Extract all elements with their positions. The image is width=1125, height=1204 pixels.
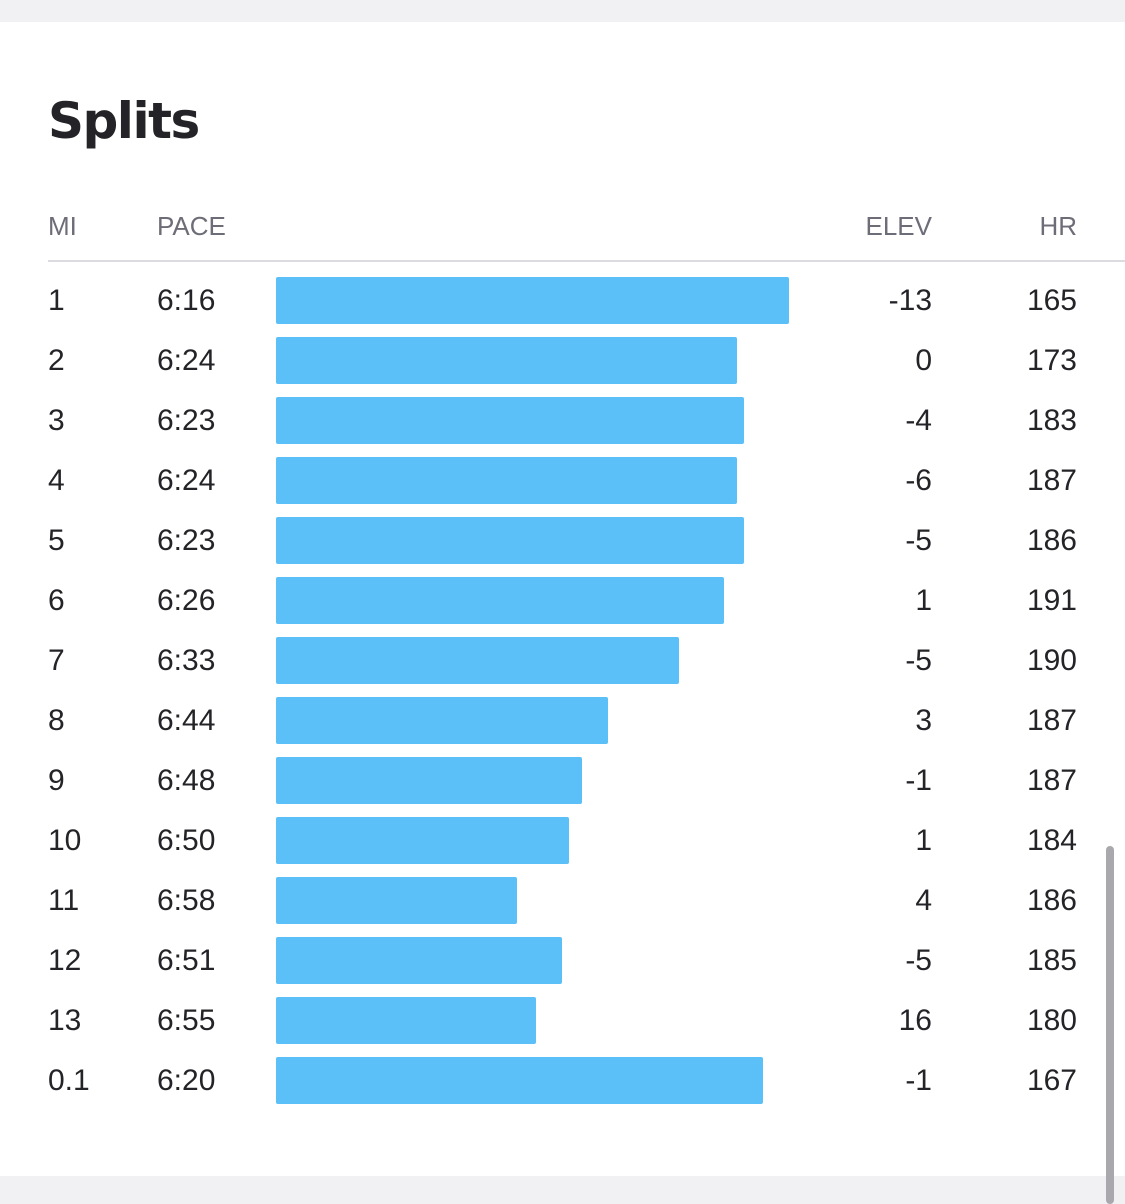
split-elevation: 1 [915, 824, 932, 857]
column-header-hr: HR [1039, 211, 1077, 241]
split-elevation: -6 [905, 464, 932, 497]
pace-bar [276, 397, 744, 444]
split-mile: 0.1 [48, 1064, 90, 1097]
split-mile: 6 [48, 584, 65, 617]
split-row: 8 6:44 3 187 [0, 690, 1125, 750]
split-pace: 6:50 [157, 824, 216, 857]
pace-bar [276, 1057, 763, 1104]
split-heart-rate: 191 [1026, 584, 1077, 617]
split-elevation: -5 [905, 944, 932, 977]
split-pace: 6:16 [157, 284, 216, 317]
pace-bar [276, 997, 536, 1044]
split-row: 2 6:24 0 173 [0, 330, 1125, 390]
vertical-scrollbar[interactable] [1106, 846, 1114, 1204]
split-elevation: -1 [905, 1064, 932, 1097]
split-elevation: 3 [915, 704, 932, 737]
split-elevation: 16 [898, 1004, 932, 1037]
split-row: 5 6:23 -5 186 [0, 510, 1125, 570]
split-pace: 6:44 [157, 704, 216, 737]
split-pace: 6:20 [157, 1064, 216, 1097]
split-row: 1 6:16 -13 165 [0, 270, 1125, 330]
split-heart-rate: 187 [1026, 764, 1077, 797]
split-mile: 9 [48, 764, 65, 797]
split-elevation: 4 [915, 884, 932, 917]
split-heart-rate: 185 [1026, 944, 1077, 977]
section-title: Splits [48, 92, 200, 150]
split-heart-rate: 187 [1026, 464, 1077, 497]
split-elevation: 1 [915, 584, 932, 617]
split-pace: 6:26 [157, 584, 216, 617]
split-row: 0.1 6:20 -1 167 [0, 1050, 1125, 1110]
split-row: 9 6:48 -1 187 [0, 750, 1125, 810]
split-row: 4 6:24 -6 187 [0, 450, 1125, 510]
header-divider [48, 260, 1125, 262]
split-pace: 6:23 [157, 524, 216, 557]
split-mile: 4 [48, 464, 65, 497]
pace-bar [276, 337, 737, 384]
split-mile: 1 [48, 284, 65, 317]
split-row: 3 6:23 -4 183 [0, 390, 1125, 450]
split-elevation: -5 [905, 524, 932, 557]
split-heart-rate: 184 [1026, 824, 1077, 857]
pace-bar [276, 457, 737, 504]
pace-bar [276, 277, 789, 324]
split-elevation: -1 [905, 764, 932, 797]
pace-bar [276, 877, 517, 924]
pace-bar [276, 517, 744, 564]
pace-bar [276, 577, 724, 624]
split-heart-rate: 186 [1026, 884, 1077, 917]
splits-table: 1 6:16 -13 165 2 6:24 0 173 3 6:23 -4 183 4 6:24 -6 187… [0, 270, 1125, 1110]
split-mile: 7 [48, 644, 65, 677]
column-header-pace: PACE [157, 211, 226, 241]
pace-bar [276, 697, 608, 744]
split-mile: 3 [48, 404, 65, 437]
split-mile: 10 [48, 824, 82, 857]
split-pace: 6:24 [157, 344, 216, 377]
split-pace: 6:24 [157, 464, 216, 497]
pace-bar [276, 757, 582, 804]
split-mile: 2 [48, 344, 65, 377]
split-elevation: -5 [905, 644, 932, 677]
split-pace: 6:55 [157, 1004, 216, 1037]
split-pace: 6:48 [157, 764, 216, 797]
split-heart-rate: 180 [1026, 1004, 1077, 1037]
split-mile: 11 [48, 884, 80, 917]
split-mile: 13 [48, 1004, 82, 1037]
split-heart-rate: 187 [1026, 704, 1077, 737]
split-pace: 6:58 [157, 884, 216, 917]
split-row: 13 6:55 16 180 [0, 990, 1125, 1050]
split-heart-rate: 190 [1026, 644, 1077, 677]
pace-bar [276, 637, 679, 684]
column-header-mi: MI [48, 211, 77, 241]
split-heart-rate: 183 [1026, 404, 1077, 437]
split-heart-rate: 165 [1026, 284, 1077, 317]
split-row: 10 6:50 1 184 [0, 810, 1125, 870]
split-pace: 6:33 [157, 644, 216, 677]
split-elevation: 0 [915, 344, 932, 377]
split-heart-rate: 186 [1026, 524, 1077, 557]
split-pace: 6:23 [157, 404, 216, 437]
split-elevation: -13 [888, 284, 932, 317]
pace-bar [276, 817, 569, 864]
column-header-elev: ELEV [865, 211, 933, 241]
split-mile: 5 [48, 524, 65, 557]
split-elevation: -4 [905, 404, 932, 437]
split-pace: 6:51 [157, 944, 216, 977]
split-mile: 8 [48, 704, 65, 737]
split-row: 11 6:58 4 186 [0, 870, 1125, 930]
split-row: 6 6:26 1 191 [0, 570, 1125, 630]
split-row: 12 6:51 -5 185 [0, 930, 1125, 990]
split-row: 7 6:33 -5 190 [0, 630, 1125, 690]
pace-bar [276, 937, 562, 984]
split-mile: 12 [48, 944, 82, 977]
split-heart-rate: 173 [1026, 344, 1077, 377]
split-heart-rate: 167 [1026, 1064, 1077, 1097]
